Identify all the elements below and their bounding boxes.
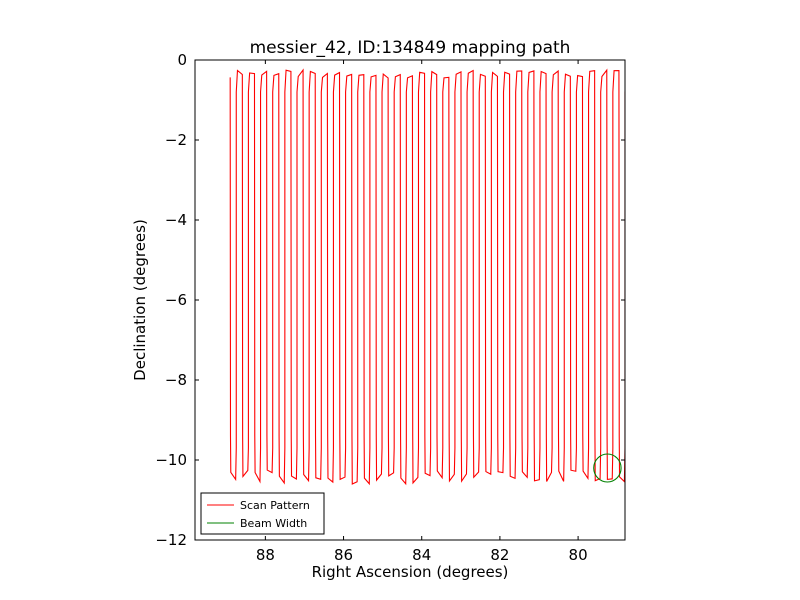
y-axis: 0 −2 −4 −6 −8 −10 −12 (155, 51, 625, 549)
y-tick-label: −12 (155, 531, 187, 549)
legend-label: Beam Width (240, 517, 307, 530)
plot-area (229, 68, 625, 486)
y-tick-label: −2 (165, 131, 187, 149)
x-tick-label: 84 (412, 546, 431, 564)
x-tick-label: 80 (569, 546, 588, 564)
beam-width-circle (593, 453, 622, 483)
y-tick-label: −6 (165, 291, 187, 309)
scan-pattern-line (229, 68, 625, 486)
x-axis: 88 86 84 82 80 (256, 60, 588, 564)
y-tick-label: −8 (165, 371, 187, 389)
y-tick-label: −4 (165, 211, 187, 229)
y-axis-label: Declination (degrees) (131, 219, 149, 381)
legend-box (200, 492, 325, 535)
y-tick-label: 0 (177, 51, 187, 69)
chart-title: messier_42, ID:134849 mapping path (250, 38, 571, 58)
x-axis-label: Right Ascension (degrees) (312, 563, 509, 581)
x-tick-label: 86 (334, 546, 353, 564)
legend-label: Scan Pattern (240, 499, 310, 512)
y-tick-label: −10 (155, 451, 187, 469)
x-tick-label: 88 (256, 546, 275, 564)
x-tick-label: 82 (490, 546, 509, 564)
legend: Scan Pattern Beam Width (200, 492, 325, 535)
